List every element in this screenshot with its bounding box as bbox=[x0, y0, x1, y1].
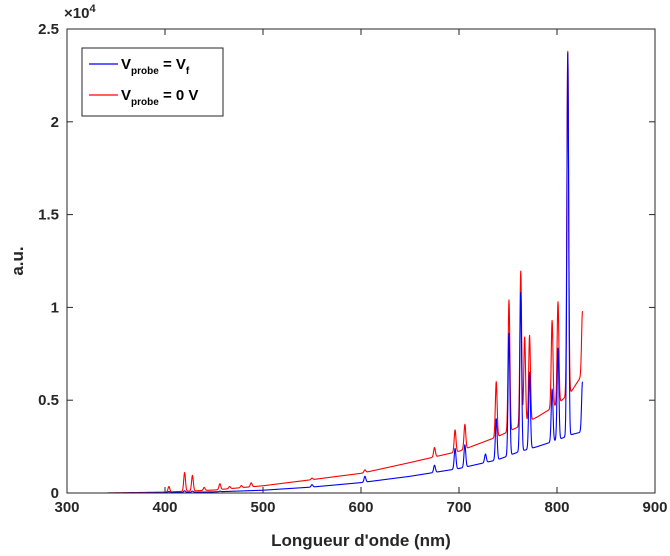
legend-label-red-sub: probe bbox=[131, 97, 159, 108]
x-tick-label: 900 bbox=[642, 499, 667, 516]
y-tick-label: 2 bbox=[51, 114, 59, 131]
legend-label-blue-eq: = V bbox=[159, 56, 186, 73]
x-tick-label: 700 bbox=[446, 499, 471, 516]
y-tick-label: 0.5 bbox=[38, 392, 59, 409]
series-line-blue bbox=[105, 52, 584, 494]
legend-label-red-main: V bbox=[121, 87, 131, 104]
legend-label-red-eq: = 0 V bbox=[159, 87, 199, 104]
x-tick-label: 300 bbox=[54, 499, 79, 516]
y-exponent-base: ×10 bbox=[64, 5, 89, 22]
y-exponent-power: 4 bbox=[89, 3, 96, 15]
legend-label-blue-main: V bbox=[121, 56, 131, 73]
x-axis-title: Longueur d'onde (nm) bbox=[271, 531, 451, 550]
y-tick-label: 1 bbox=[51, 299, 59, 316]
y-tick-label: 1.5 bbox=[38, 207, 59, 224]
x-tick-label: 400 bbox=[152, 499, 177, 516]
series-line-red bbox=[105, 50, 584, 494]
x-tick-label: 500 bbox=[250, 499, 275, 516]
legend-box bbox=[81, 47, 224, 117]
legend-label-blue: Vprobe = Vf bbox=[121, 56, 190, 77]
y-axis-title: a.u. bbox=[8, 246, 27, 275]
x-tick-label: 600 bbox=[348, 499, 373, 516]
legend-label-red: Vprobe = 0 V bbox=[121, 87, 198, 108]
y-tick-label: 0 bbox=[51, 485, 59, 502]
legend-label-blue-sub: probe bbox=[131, 66, 159, 77]
x-axis: 300 400 500 600 700 800 900 bbox=[54, 29, 668, 516]
y-exponent-label: ×104 bbox=[64, 3, 96, 22]
legend: Vprobe = Vf Vprobe = 0 V bbox=[81, 47, 224, 117]
legend-label-blue-sub2: f bbox=[186, 66, 190, 77]
y-axis: 0 0.5 1 1.5 2 2.5 bbox=[38, 21, 655, 502]
x-tick-label: 800 bbox=[544, 499, 569, 516]
series-layer bbox=[105, 50, 584, 494]
y-tick-label: 2.5 bbox=[38, 21, 59, 38]
